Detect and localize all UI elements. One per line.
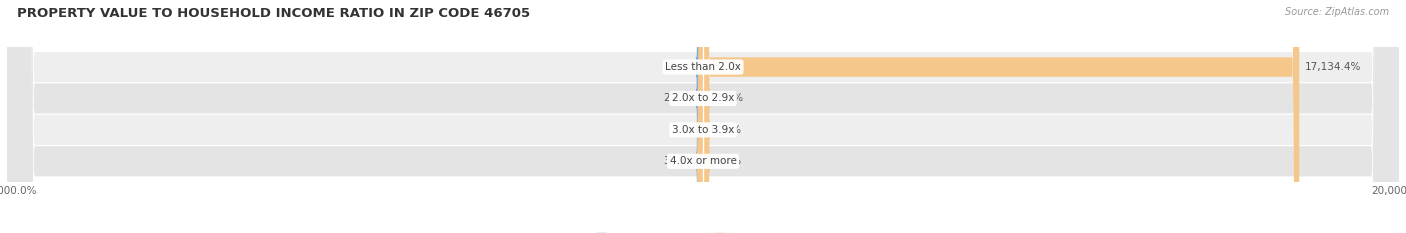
FancyBboxPatch shape [703, 0, 1299, 233]
FancyBboxPatch shape [696, 0, 709, 233]
Text: Less than 2.0x: Less than 2.0x [665, 62, 741, 72]
Legend: Without Mortgage, With Mortgage: Without Mortgage, With Mortgage [592, 229, 814, 233]
Text: 29.2%: 29.2% [664, 93, 697, 103]
FancyBboxPatch shape [7, 0, 1399, 233]
FancyBboxPatch shape [696, 0, 710, 233]
Text: Source: ZipAtlas.com: Source: ZipAtlas.com [1285, 7, 1389, 17]
Text: 2.0x to 2.9x: 2.0x to 2.9x [672, 93, 734, 103]
FancyBboxPatch shape [696, 0, 709, 233]
Text: 0.0%: 0.0% [672, 125, 697, 135]
FancyBboxPatch shape [697, 0, 710, 233]
Text: 33.3%: 33.3% [664, 62, 696, 72]
Text: 17.6%: 17.6% [709, 125, 742, 135]
Text: 17,134.4%: 17,134.4% [1305, 62, 1361, 72]
FancyBboxPatch shape [7, 0, 1399, 233]
Text: 58.4%: 58.4% [710, 93, 744, 103]
Text: 36.5%: 36.5% [664, 156, 696, 166]
Text: 4.0x or more: 4.0x or more [669, 156, 737, 166]
FancyBboxPatch shape [7, 0, 1399, 233]
Text: 3.0x to 3.9x: 3.0x to 3.9x [672, 125, 734, 135]
FancyBboxPatch shape [696, 0, 710, 233]
FancyBboxPatch shape [696, 0, 709, 233]
Text: PROPERTY VALUE TO HOUSEHOLD INCOME RATIO IN ZIP CODE 46705: PROPERTY VALUE TO HOUSEHOLD INCOME RATIO… [17, 7, 530, 20]
FancyBboxPatch shape [7, 0, 1399, 233]
Text: 13.2%: 13.2% [709, 156, 742, 166]
